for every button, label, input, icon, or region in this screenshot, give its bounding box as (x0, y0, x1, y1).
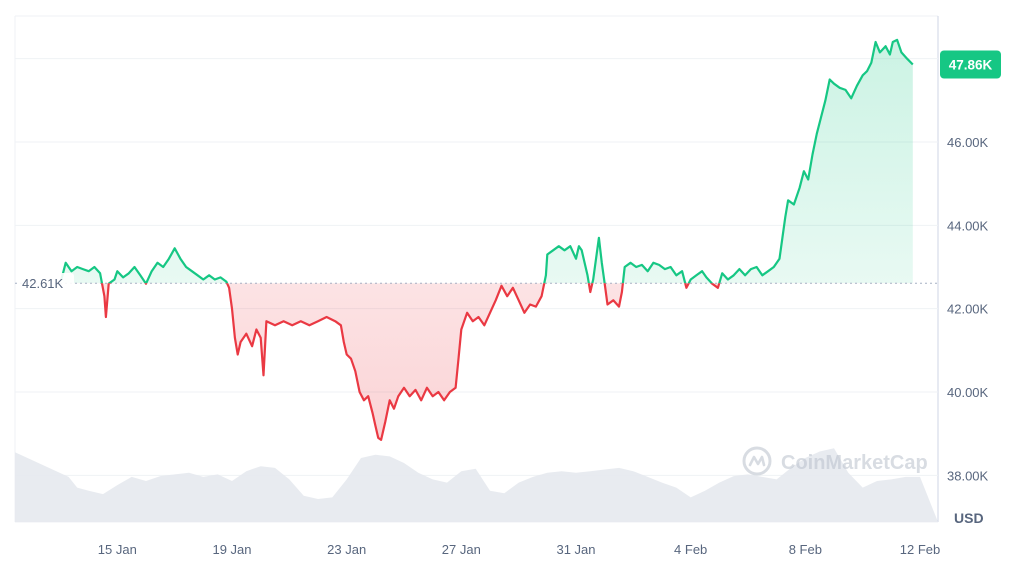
currency-label: USD (954, 510, 984, 526)
price-area-fill (61, 39, 913, 440)
x-tick-label: 31 Jan (556, 542, 595, 557)
x-tick-label: 12 Feb (900, 542, 940, 557)
price-line (60, 38, 914, 441)
watermark-text: CoinMarketCap (781, 452, 928, 474)
y-tick-label: 46.00K (947, 135, 989, 150)
coinmarketcap-logo-icon (742, 446, 772, 476)
volume-area (15, 448, 938, 522)
area-above-baseline (61, 39, 913, 284)
watermark: CoinMarketCap (742, 446, 928, 476)
price-line-down (100, 283, 721, 441)
x-tick-label: 15 Jan (98, 542, 137, 557)
volume-shape (15, 448, 938, 522)
price-line-up (60, 38, 914, 284)
baseline-label: 42.61K (18, 273, 74, 293)
y-tick-label: 38.00K (947, 468, 989, 483)
current-price-label: 47.86K (940, 50, 1001, 79)
baseline-label-bg (18, 273, 74, 293)
y-tick-label: 44.00K (947, 218, 989, 233)
y-tick-label: 40.00K (947, 385, 989, 400)
x-tick-label: 27 Jan (442, 542, 481, 557)
current-price-badge (940, 50, 1001, 79)
current-price-text: 47.86K (949, 58, 993, 73)
area-below-baseline (61, 283, 913, 440)
x-tick-label: 23 Jan (327, 542, 366, 557)
x-axis: 15 Jan 19 Jan 23 Jan 27 Jan 31 Jan 4 Feb 8 Feb… (98, 542, 940, 557)
baseline-label-text: 42.61K (22, 276, 64, 291)
x-tick-label: 8 Feb (789, 542, 822, 557)
y-axis: 38.00K 40.00K 42.00K 44.00K 46.00K (947, 135, 989, 483)
x-tick-label: 19 Jan (212, 542, 251, 557)
y-tick-label: 42.00K (947, 302, 989, 317)
x-tick-label: 4 Feb (674, 542, 707, 557)
